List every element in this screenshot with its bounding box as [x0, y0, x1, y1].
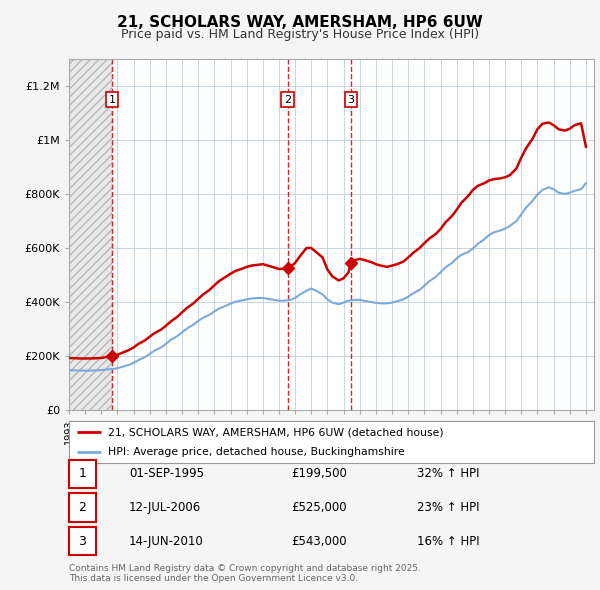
Bar: [69, 59, 112, 410]
Text: £543,000: £543,000: [291, 535, 347, 548]
Text: 32% ↑ HPI: 32% ↑ HPI: [417, 467, 479, 480]
Text: 1: 1: [79, 467, 86, 480]
Text: 21, SCHOLARS WAY, AMERSHAM, HP6 6UW (detached house): 21, SCHOLARS WAY, AMERSHAM, HP6 6UW (det…: [109, 427, 444, 437]
Text: 3: 3: [79, 535, 86, 548]
Text: 2: 2: [79, 501, 86, 514]
Text: HPI: Average price, detached house, Buckinghamshire: HPI: Average price, detached house, Buck…: [109, 447, 405, 457]
Text: £199,500: £199,500: [291, 467, 347, 480]
Text: 14-JUN-2010: 14-JUN-2010: [129, 535, 204, 548]
Text: £525,000: £525,000: [291, 501, 347, 514]
Text: 3: 3: [347, 94, 355, 104]
Text: 1: 1: [109, 94, 116, 104]
Text: Contains HM Land Registry data © Crown copyright and database right 2025.
This d: Contains HM Land Registry data © Crown c…: [69, 563, 421, 583]
Text: 12-JUL-2006: 12-JUL-2006: [129, 501, 201, 514]
Text: 21, SCHOLARS WAY, AMERSHAM, HP6 6UW: 21, SCHOLARS WAY, AMERSHAM, HP6 6UW: [117, 15, 483, 30]
Text: 16% ↑ HPI: 16% ↑ HPI: [417, 535, 479, 548]
Text: Price paid vs. HM Land Registry's House Price Index (HPI): Price paid vs. HM Land Registry's House …: [121, 28, 479, 41]
Text: 23% ↑ HPI: 23% ↑ HPI: [417, 501, 479, 514]
Text: 2: 2: [284, 94, 291, 104]
Text: 01-SEP-1995: 01-SEP-1995: [129, 467, 204, 480]
